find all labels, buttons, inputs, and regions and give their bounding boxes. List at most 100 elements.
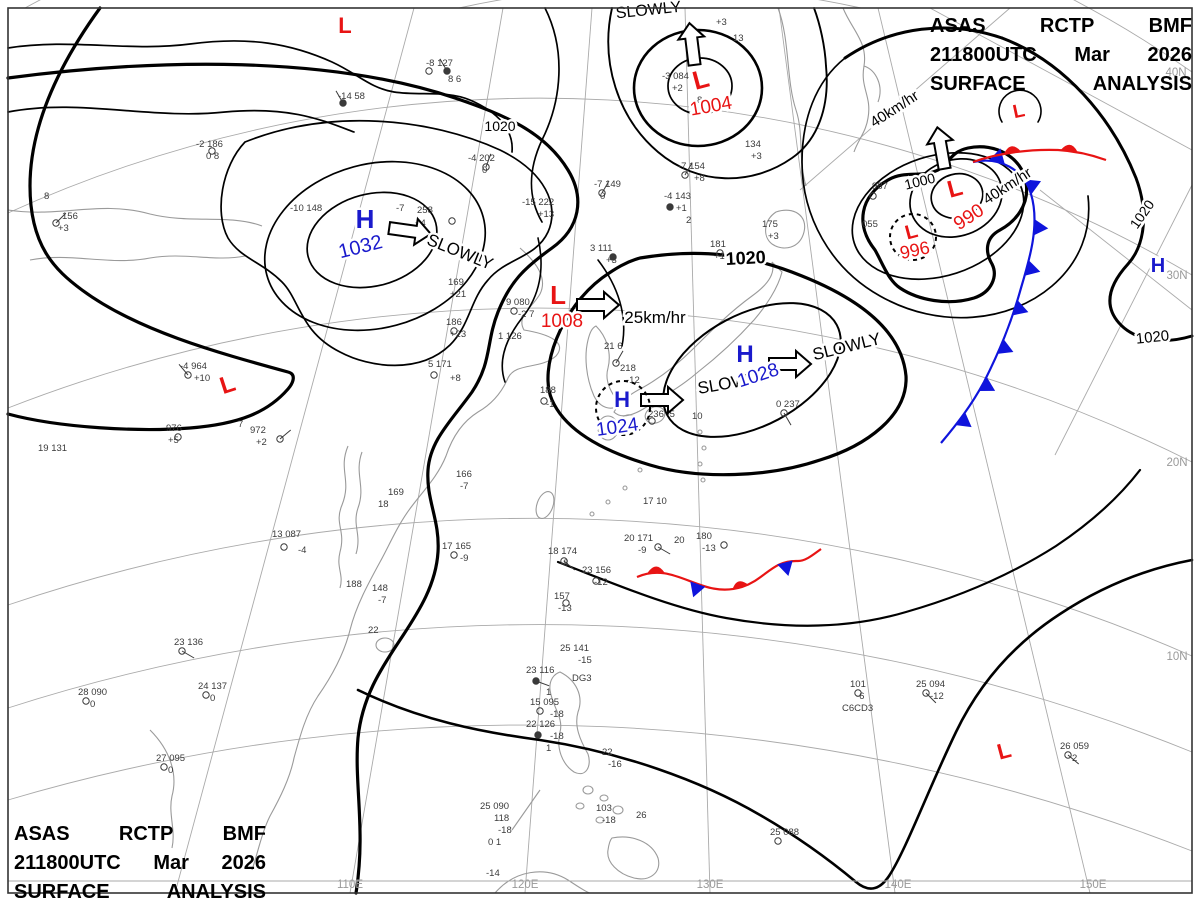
parallel-line: [7, 517, 1193, 657]
station-value: DG3: [572, 673, 592, 684]
isobar-line: [501, 237, 542, 383]
warm-front-semicircle: [647, 566, 665, 573]
station-value: 8: [44, 191, 49, 202]
station-circle: [160, 763, 168, 771]
station-value: -4 202: [468, 153, 495, 164]
low-center-marker: L: [944, 174, 965, 204]
low-center-marker: L: [550, 280, 566, 310]
wind-barb: [657, 546, 671, 555]
cold-front-triangle: [979, 377, 996, 392]
station-value: +3: [768, 231, 779, 242]
wind-barb: [601, 180, 610, 194]
station-circle: [780, 409, 788, 417]
graticule-line: [1039, 189, 1193, 311]
isobar-line: [7, 40, 513, 153]
station-value: -18: [550, 709, 564, 720]
isobar-line: [220, 119, 553, 367]
station-value: +1: [714, 251, 725, 262]
movement-arrow-icon: [925, 125, 956, 171]
station-value: +21: [450, 289, 466, 300]
high-center-marker: H: [1151, 255, 1165, 277]
warm-front-semicircle: [732, 581, 749, 590]
movement-arrow-icon: [640, 384, 685, 416]
station-value: -18: [602, 815, 616, 826]
pressure-value-label: 990: [950, 200, 988, 235]
station-value: 26: [636, 810, 647, 821]
station-value: +8: [694, 173, 705, 184]
station-value: 258: [417, 205, 433, 216]
coastline: [149, 729, 175, 849]
title-word: SURFACE: [14, 881, 110, 903]
station-value: 19 131: [38, 443, 67, 454]
station-value: 055: [862, 219, 878, 230]
station-value: 0: [168, 765, 173, 776]
station-value: 118: [494, 813, 509, 824]
parallel-line: [7, 724, 1193, 852]
station-value: 13: [733, 33, 744, 44]
cold-front-triangle: [777, 560, 793, 576]
station-value: 169: [388, 487, 404, 498]
title-word: BMF: [1148, 15, 1192, 37]
station-value: 23 136: [174, 637, 203, 648]
station-circle: [922, 689, 930, 697]
station-value: -4 143: [664, 191, 691, 202]
station-circle: [609, 253, 617, 261]
isobar-line: [556, 468, 1142, 627]
station-value: -7: [378, 595, 386, 606]
station-value: 7: [238, 419, 243, 430]
isobar-line: [607, 7, 828, 180]
warm-front-line: [972, 148, 1107, 164]
high-center-marker: H: [356, 204, 375, 234]
title-block-bottom-left: ASAS RCTP BMF 211800UTC Mar 2026 SURFACE…: [14, 820, 266, 907]
station-value: 18: [378, 499, 389, 510]
title-line-2: 211800UTC Mar 2026: [14, 849, 266, 878]
title-word: Mar: [1074, 44, 1110, 66]
movement-arrow-icon: [576, 289, 621, 321]
title-word: ASAS: [14, 823, 70, 845]
station-circle: [425, 67, 433, 75]
station-value: -8: [560, 558, 568, 569]
station-value: 5 171: [428, 359, 452, 370]
island: [701, 445, 707, 451]
station-circle: [666, 203, 674, 211]
station-circle: [654, 543, 662, 551]
station-value: 0 8: [206, 151, 219, 162]
island: [595, 816, 605, 824]
island: [599, 794, 609, 802]
station-value: -4: [298, 545, 306, 556]
station-circle: [1064, 751, 1072, 759]
station-value: 186: [446, 317, 462, 328]
longitude-label: 150E: [1080, 879, 1107, 891]
station-value: -2 7: [518, 309, 534, 320]
station-value: -14: [486, 868, 500, 879]
station-circle: [869, 192, 877, 200]
wind-barb: [684, 162, 693, 176]
station-value: -15: [578, 655, 592, 666]
station-value: -16: [608, 759, 622, 770]
latitude-label: 40N: [1165, 67, 1186, 79]
wind-barb: [615, 350, 624, 364]
coastline: [549, 671, 590, 774]
cold-front-triangle: [955, 412, 972, 428]
station-value: 9 080: [506, 297, 530, 308]
title-word: ASAS: [930, 15, 986, 37]
station-value: 17 10: [643, 496, 667, 507]
coastline: [511, 789, 541, 831]
station-value: 23 156: [582, 565, 611, 576]
station-value: +10: [194, 373, 210, 384]
station-value: 25 090: [480, 801, 509, 812]
title-word: RCTP: [1039, 15, 1095, 37]
coastline: [765, 209, 806, 249]
pressure-value-label: 1008: [541, 311, 583, 332]
cold-front-triangle: [997, 339, 1014, 354]
fronts: [636, 144, 1107, 598]
station-value: +5: [168, 435, 179, 446]
station-circle: [430, 371, 438, 379]
station-value: 169: [448, 277, 464, 288]
cold-front-triangle: [690, 581, 706, 598]
title-word: 2026: [221, 852, 266, 874]
title-word: 2026: [1147, 44, 1192, 66]
